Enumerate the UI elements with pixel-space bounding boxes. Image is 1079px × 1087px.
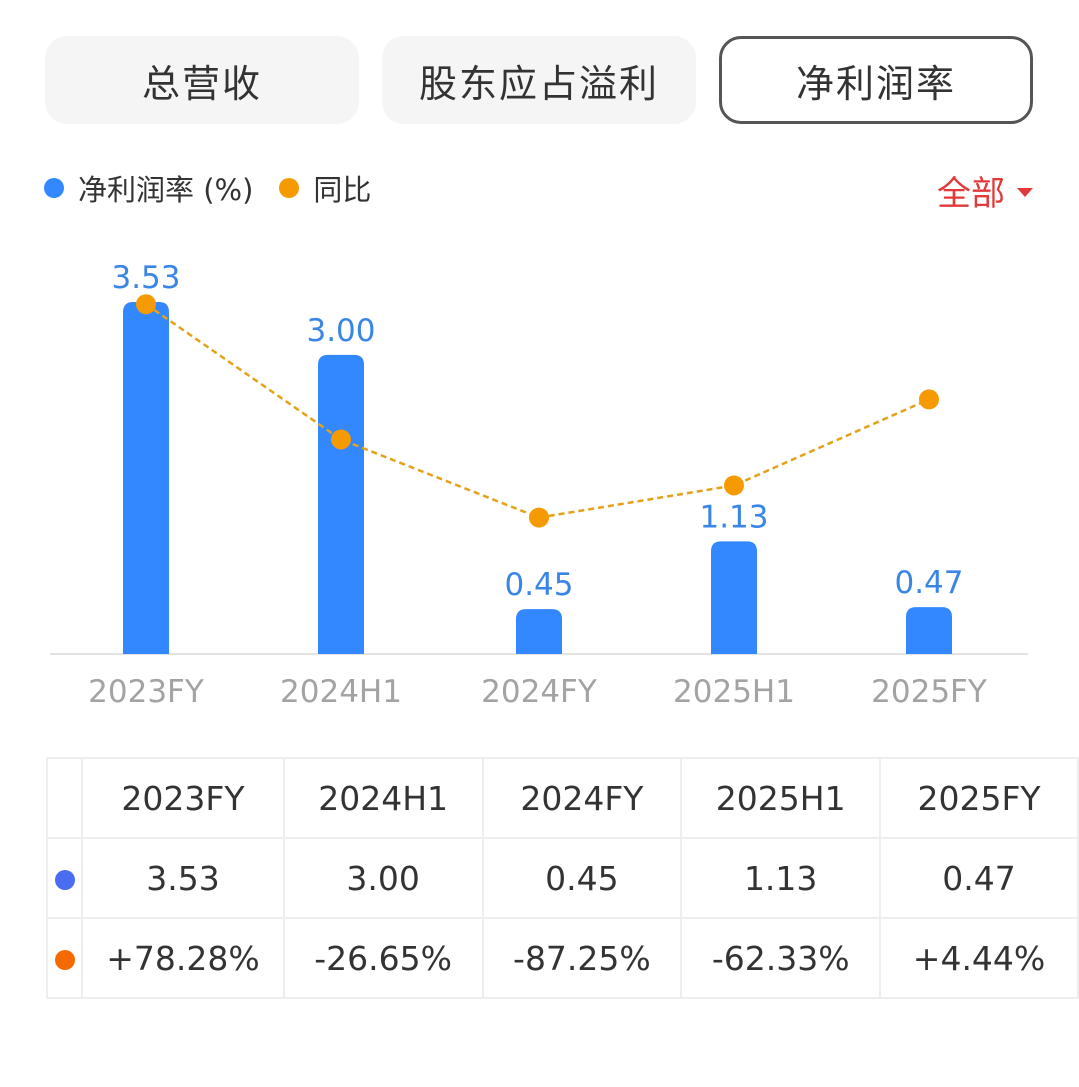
legend-dot-blue (44, 178, 64, 198)
table-row-net-margin: 3.53 3.00 0.45 1.13 0.47 (45, 837, 1079, 919)
table-header-cell: 2024FY (481, 757, 683, 839)
legend-item-net-margin: 净利润率 (%) (44, 167, 253, 209)
bar-2025FY (906, 607, 952, 654)
table-row-yoy: +78.28% -26.65% -87.25% -62.33% +4.44% (45, 917, 1079, 999)
x-tick-label-2024FY: 2024FY (481, 674, 597, 710)
metric-tabs: 总营收 股东应占溢利 净利润率 (45, 36, 1033, 126)
table-cell: 1.13 (680, 837, 882, 919)
legend-dot-orange (279, 178, 300, 198)
legend-item-yoy: 同比 (279, 167, 371, 209)
row-marker-cell (45, 917, 84, 999)
row-dot-blue (54, 869, 75, 890)
x-tick-label-2025FY: 2025FY (871, 674, 987, 710)
row-marker-cell (45, 837, 84, 919)
table-header-row: 2023FY 2024H1 2024FY 2025H1 2025FY (45, 757, 1079, 839)
x-tick-label-2023FY: 2023FY (88, 674, 204, 710)
table-cell: 3.00 (282, 837, 484, 919)
bar-label-2025H1: 1.13 (699, 499, 768, 535)
bar-2024H1 (318, 354, 364, 654)
x-tick-label-2024H1: 2024H1 (280, 674, 402, 710)
period-filter-label: 全部 (937, 174, 1005, 214)
x-tick-label-2025H1: 2025H1 (673, 674, 795, 710)
table-cell: +4.44% (879, 917, 1079, 999)
yoy-point-2024FY (529, 507, 549, 528)
yoy-point-2025FY (919, 389, 939, 410)
table-header-cell: 2025H1 (680, 757, 882, 839)
data-table: 2023FY 2024H1 2024FY 2025H1 2025FY 3.53 … (45, 757, 1079, 999)
yoy-point-2025H1 (724, 475, 744, 496)
table-header-cell: 2024H1 (282, 757, 484, 839)
tab-total-revenue[interactable]: 总营收 (45, 36, 359, 124)
row-dot-orange (54, 949, 75, 970)
table-cell: -62.33% (680, 917, 882, 999)
bar-label-2024FY: 0.45 (504, 567, 573, 603)
bar-2023FY (123, 302, 169, 654)
tab-net-margin[interactable]: 净利润率 (719, 36, 1033, 124)
yoy-point-2023FY (136, 294, 156, 315)
table-header-cell: 2023FY (81, 757, 285, 839)
period-filter-dropdown[interactable]: 全部 (937, 166, 1033, 215)
bar-2025H1 (711, 541, 757, 654)
bar-label-2025FY: 0.47 (894, 565, 963, 601)
chart-legend: 净利润率 (%) 同比 (44, 168, 397, 208)
table-cell: +78.28% (81, 917, 285, 999)
yoy-point-2024H1 (331, 429, 351, 450)
legend-label-yoy: 同比 (313, 173, 372, 207)
tab-shareholder-profit[interactable]: 股东应占溢利 (382, 36, 696, 124)
legend-label-net-margin: 净利润率 (%) (78, 173, 254, 207)
table-cell: 3.53 (81, 837, 285, 919)
bar-label-2023FY: 3.53 (111, 260, 180, 296)
bar-2024FY (516, 609, 562, 654)
bar-label-2024H1: 3.00 (306, 313, 375, 349)
net-margin-chart: 3.53 3.00 0.45 1.13 0.47 2023FY 2024H1 2024FY 20… (50, 260, 1028, 710)
table-header-cell: 2025FY (879, 757, 1079, 839)
table-cell: 0.45 (481, 837, 683, 919)
yoy-line (145, 303, 930, 519)
caret-down-icon (1017, 188, 1033, 197)
table-cell: -87.25% (481, 917, 683, 999)
table-cell: -26.65% (282, 917, 484, 999)
table-cell: 0.47 (879, 837, 1079, 919)
table-corner-cell (45, 757, 84, 839)
